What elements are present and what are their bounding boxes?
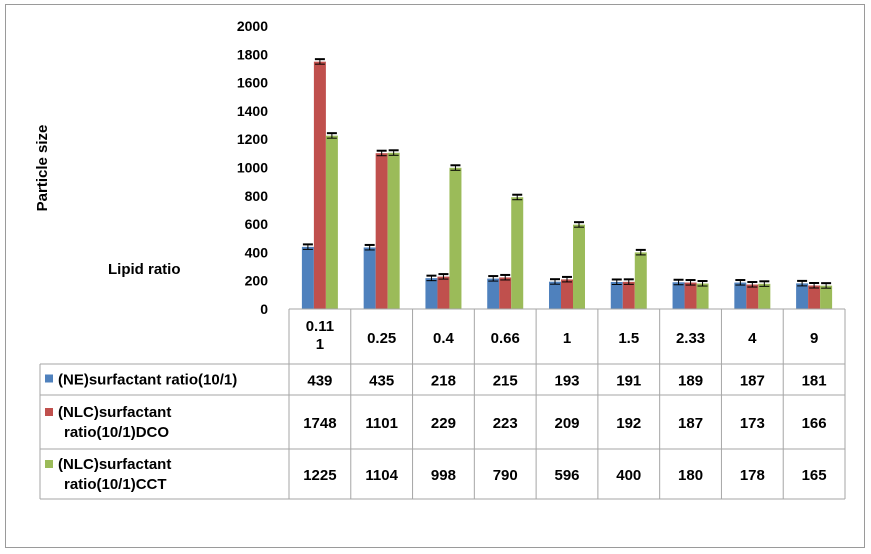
data-label: 187 bbox=[740, 373, 765, 390]
bar bbox=[487, 278, 500, 309]
data-label: 998 bbox=[431, 467, 456, 484]
bar bbox=[363, 247, 376, 309]
data-label: 1748 bbox=[303, 415, 336, 432]
data-label: 165 bbox=[802, 467, 827, 484]
data-label: 191 bbox=[616, 373, 641, 390]
y-tick-label: 1800 bbox=[237, 46, 268, 62]
bar bbox=[808, 285, 821, 309]
y-tick-label: 0 bbox=[260, 301, 268, 317]
data-label: 189 bbox=[678, 373, 703, 390]
data-label: 178 bbox=[740, 467, 765, 484]
y-tick-label: 1000 bbox=[237, 160, 268, 176]
bar bbox=[820, 285, 833, 309]
bar bbox=[375, 153, 388, 309]
data-label: 229 bbox=[431, 415, 456, 432]
bar bbox=[549, 281, 561, 309]
legend-label: ratio(10/1)CCT bbox=[64, 476, 167, 493]
x-tick-label: 1.5 bbox=[618, 330, 639, 347]
data-label: 790 bbox=[493, 467, 518, 484]
bar bbox=[696, 283, 709, 309]
bar bbox=[672, 282, 685, 309]
bar bbox=[634, 252, 647, 309]
bar bbox=[325, 135, 338, 309]
data-label: 1101 bbox=[365, 415, 398, 432]
data-label: 180 bbox=[678, 467, 703, 484]
x-tick-label: 0.11 1 bbox=[306, 318, 334, 353]
y-tick-label: 1600 bbox=[237, 75, 268, 91]
legend-label: (NLC)surfactant bbox=[58, 404, 171, 421]
data-label: 209 bbox=[554, 415, 579, 432]
x-axis-title: Lipid ratio bbox=[108, 261, 181, 278]
y-tick-label: 1400 bbox=[237, 103, 268, 119]
bar bbox=[746, 284, 759, 309]
bar bbox=[449, 167, 462, 309]
y-tick-label: 400 bbox=[245, 244, 269, 260]
bar bbox=[684, 282, 697, 309]
bar bbox=[301, 246, 314, 309]
y-tick-label: 600 bbox=[245, 216, 269, 232]
x-tick-label: 0.66 bbox=[491, 330, 520, 347]
y-tick-label: 1200 bbox=[237, 131, 268, 147]
bar bbox=[561, 279, 573, 309]
data-label: 400 bbox=[616, 467, 641, 484]
legend-swatch bbox=[45, 460, 53, 468]
data-label: 215 bbox=[493, 373, 518, 390]
bar bbox=[387, 152, 400, 309]
data-label: 192 bbox=[616, 415, 641, 432]
legend-label: (NLC)surfactant bbox=[58, 456, 171, 473]
data-label: 173 bbox=[740, 415, 765, 432]
y-tick-label: 200 bbox=[245, 273, 269, 289]
y-axis-title: Particle size bbox=[34, 125, 51, 212]
bar bbox=[734, 282, 747, 309]
bar bbox=[425, 278, 438, 309]
data-label: 439 bbox=[307, 373, 332, 390]
x-tick-label: 0.4 bbox=[433, 330, 455, 347]
x-tick-label: 9 bbox=[810, 330, 818, 347]
data-label: 218 bbox=[431, 373, 456, 390]
y-tick-label: 2000 bbox=[237, 18, 268, 34]
bar bbox=[758, 283, 771, 309]
legend-label: (NE)surfactant ratio(10/1) bbox=[58, 372, 237, 389]
y-tick-label: 800 bbox=[245, 188, 269, 204]
bar bbox=[796, 283, 809, 309]
data-label: 223 bbox=[493, 415, 518, 432]
legend-swatch bbox=[45, 374, 53, 383]
x-tick-label: 0.25 bbox=[367, 330, 396, 347]
bar bbox=[313, 61, 326, 309]
data-label: 1225 bbox=[303, 467, 336, 484]
bar bbox=[622, 281, 635, 309]
x-tick-label: 4 bbox=[748, 330, 757, 347]
data-label: 187 bbox=[678, 415, 703, 432]
data-label: 1104 bbox=[365, 467, 398, 484]
data-label: 435 bbox=[369, 373, 394, 390]
bar bbox=[511, 197, 524, 309]
data-label: 166 bbox=[802, 415, 827, 432]
bar bbox=[499, 277, 512, 309]
legend-swatch bbox=[45, 408, 53, 416]
bar bbox=[573, 224, 585, 309]
legend-label: ratio(10/1)DCO bbox=[64, 424, 169, 441]
x-tick-label: 1 bbox=[563, 330, 571, 347]
bar bbox=[610, 281, 623, 309]
data-label: 181 bbox=[802, 373, 827, 390]
data-label: 193 bbox=[554, 373, 579, 390]
bar bbox=[437, 276, 450, 309]
x-tick-label: 2.33 bbox=[676, 330, 705, 347]
chart-frame bbox=[5, 4, 865, 548]
data-label: 596 bbox=[554, 467, 579, 484]
